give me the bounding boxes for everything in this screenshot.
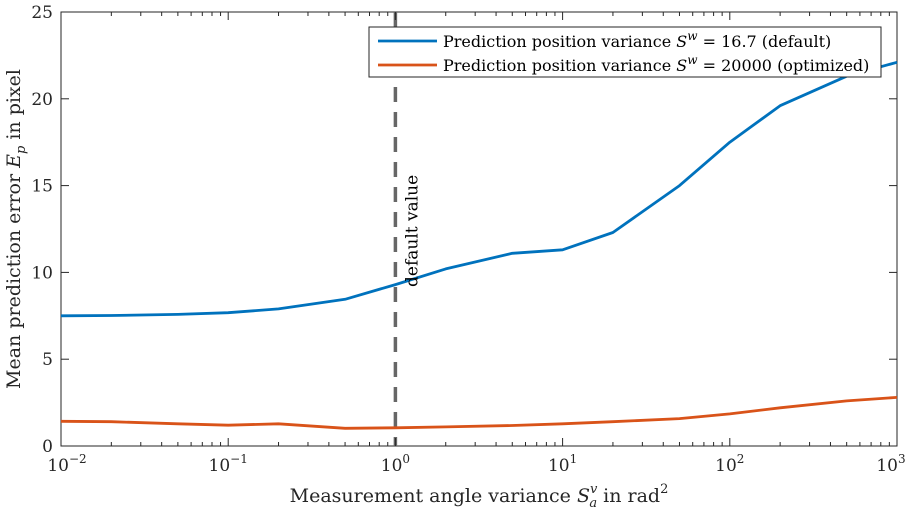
legend-entry-1: Prediction position variance Sw = 16.7 (… [443,29,831,51]
x-axis-label-superscript: v [590,482,598,497]
legend-entry-2: Prediction position variance Sw = 20000 … [443,53,869,75]
series-line-1 [60,60,898,318]
default-value-annotation: default value [402,175,422,287]
x-axis-label: Measurement angle variance Sv a in rad2 [290,482,669,511]
x-tick-base: 10 [876,456,898,476]
legend-entry-prefix: Prediction position variance [443,32,676,51]
legend: Prediction position variance Sw = 16.7 (… [368,26,882,78]
y-axis-label-suffix: in pixel [3,69,25,146]
legend-entry-suffix: = 20000 (optimized) [698,56,870,75]
x-axis-label-symbol: S [577,485,590,507]
legend-entry-symbol: S [676,32,687,51]
x-axis-label-unit-superscript: 2 [660,482,668,497]
y-axis-label: Mean prediction error Ep in pixel [3,69,29,389]
x-tick-label: 10−2 [47,452,86,476]
x-tick-base: 10 [715,456,737,476]
x-tick-exponent: −2 [69,452,87,466]
x-tick-base: 10 [47,456,69,476]
series-layer [60,60,898,430]
x-tick-label: 102 [715,452,744,476]
axes-box [60,11,898,447]
x-tick-exponent: 2 [737,452,745,466]
legend-entry-prefix: Prediction position variance [443,56,676,75]
x-axis-label-suffix: in rad [597,485,660,507]
legend-entry-superscript: w [687,29,698,43]
series-line-2 [60,396,898,430]
x-tick-label: 100 [381,452,410,476]
x-tick-label: 10−1 [209,452,248,476]
legend-entry-symbol: S [676,56,687,75]
annotation-layer: default value [402,175,422,287]
y-axis-label-subscript: p [14,145,29,154]
x-tick-base: 10 [381,456,403,476]
y-tick-label: 10 [31,263,53,283]
axis-label-layer: Measurement angle variance Sv a in rad2Me… [3,69,668,511]
legend-box [368,26,882,78]
y-axis-label-prefix: Mean prediction error [3,168,25,389]
x-axis-label-subscript: a [589,496,597,511]
y-tick-label: 20 [31,90,53,110]
x-tick-base: 10 [209,456,231,476]
x-tick-base: 10 [548,456,570,476]
legend-entry-suffix: = 16.7 (default) [698,32,832,51]
x-axis-label-prefix: Measurement angle variance [290,485,577,507]
x-tick-label: 101 [548,452,577,476]
legend-entry-superscript: w [687,53,698,67]
x-tick-label: 103 [876,452,905,476]
x-tick-exponent: 0 [402,452,410,466]
y-tick-label: 15 [31,177,53,197]
y-tick-label: 5 [42,350,53,370]
x-tick-exponent: −1 [230,452,248,466]
y-tick-label: 0 [42,437,53,457]
y-tick-label: 25 [31,3,53,23]
x-tick-exponent: 3 [898,452,906,466]
y-axis-label-symbol: E [3,154,25,169]
x-tick-exponent: 1 [570,452,578,466]
